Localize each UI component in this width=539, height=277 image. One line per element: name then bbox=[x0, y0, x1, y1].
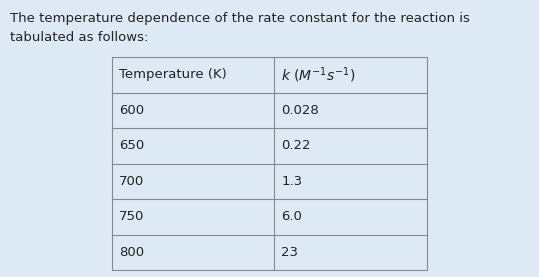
Text: Temperature (K): Temperature (K) bbox=[119, 68, 227, 81]
Text: 600: 600 bbox=[119, 104, 144, 117]
Bar bbox=[112, 57, 427, 270]
Text: 800: 800 bbox=[119, 246, 144, 259]
Text: 6.0: 6.0 bbox=[281, 210, 302, 223]
Text: 0.22: 0.22 bbox=[281, 139, 310, 152]
Text: 650: 650 bbox=[119, 139, 144, 152]
Text: 750: 750 bbox=[119, 210, 144, 223]
Text: $\mathit{k}\ (\mathit{M}^{-1}\mathit{s}^{-1})$: $\mathit{k}\ (\mathit{M}^{-1}\mathit{s}^… bbox=[281, 65, 356, 84]
Text: 1.3: 1.3 bbox=[281, 175, 302, 188]
Text: 23: 23 bbox=[281, 246, 298, 259]
Text: The temperature dependence of the rate constant for the reaction is
tabulated as: The temperature dependence of the rate c… bbox=[10, 12, 470, 44]
Text: 700: 700 bbox=[119, 175, 144, 188]
Text: 0.028: 0.028 bbox=[281, 104, 319, 117]
